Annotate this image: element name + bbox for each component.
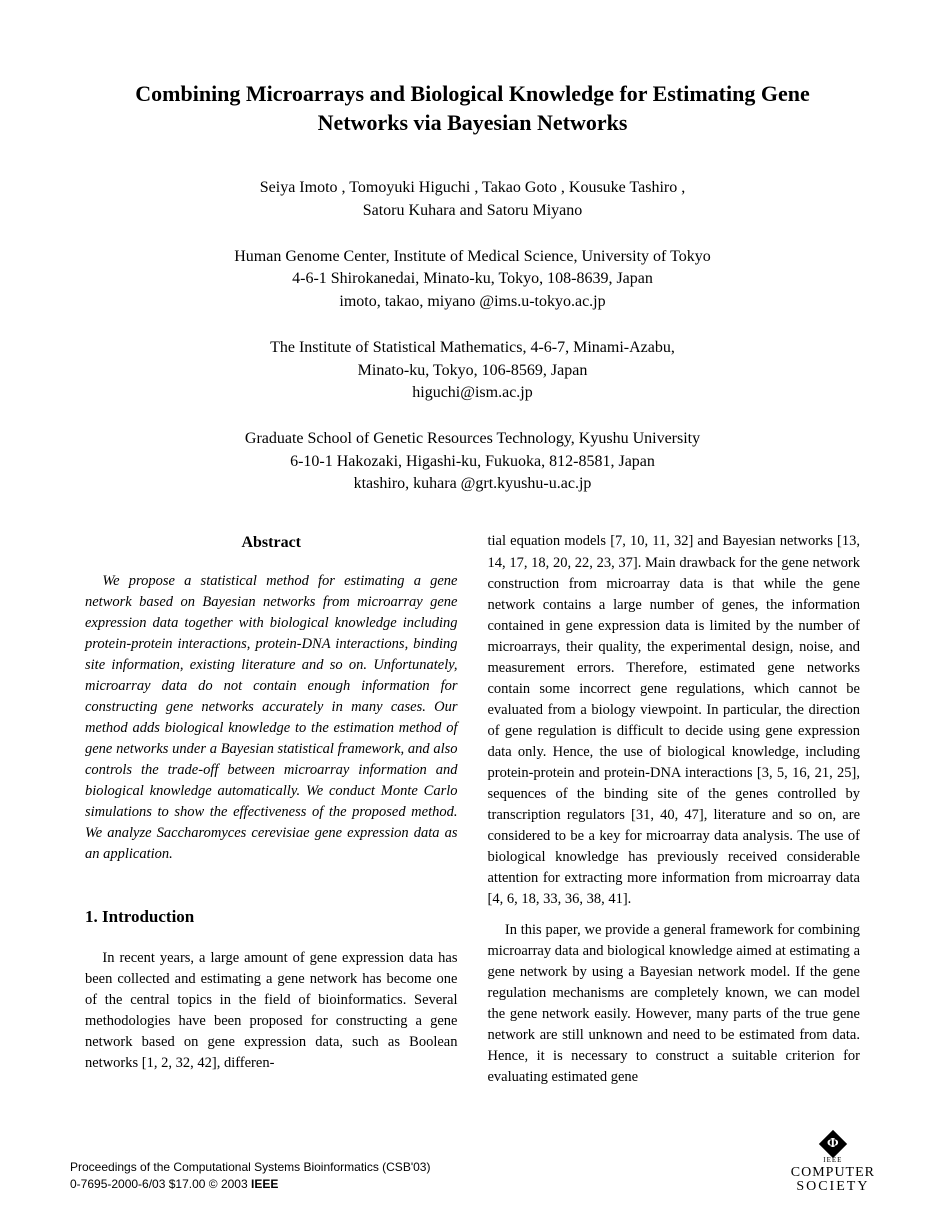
society-word: SOCIETY <box>791 1180 875 1193</box>
left-column: Abstract We propose a statistical method… <box>85 531 458 1087</box>
paper-title: Combining Microarrays and Biological Kno… <box>85 80 860 137</box>
ieee-cs-logo: Φ IEEE COMPUTER SOCIETY <box>791 1130 875 1193</box>
affiliation-3: Graduate School of Genetic Resources Tec… <box>85 428 860 495</box>
ieee-logo-top: Φ IEEE <box>819 1130 847 1164</box>
affiliation-2-institution: The Institute of Statistical Mathematics… <box>270 339 675 356</box>
affiliation-1-address: 4-6-1 Shirokanedai, Minato-ku, Tokyo, 10… <box>292 270 653 287</box>
affiliation-1-institution: Human Genome Center, Institute of Medica… <box>234 248 711 265</box>
affiliation-1: Human Genome Center, Institute of Medica… <box>85 246 860 313</box>
right-column: tial equation models [7, 10, 11, 32] and… <box>488 531 861 1087</box>
affiliation-3-email: ktashiro, kuhara @grt.kyushu-u.ac.jp <box>354 475 592 492</box>
right-paragraph-1: tial equation models [7, 10, 11, 32] and… <box>488 531 861 909</box>
footer-proceedings: Proceedings of the Computational Systems… <box>70 1159 430 1193</box>
author-list: Seiya Imoto , Tomoyuki Higuchi , Takao G… <box>85 177 860 222</box>
publisher-name: IEEE <box>251 1177 278 1191</box>
abstract-text: We propose a statistical method for esti… <box>85 571 458 865</box>
society-text: COMPUTER SOCIETY <box>791 1166 875 1193</box>
phi-symbol: Φ <box>827 1136 839 1152</box>
affiliation-3-institution: Graduate School of Genetic Resources Tec… <box>245 430 700 447</box>
page-footer: Proceedings of the Computational Systems… <box>70 1130 875 1193</box>
two-column-body: Abstract We propose a statistical method… <box>85 531 860 1087</box>
proceedings-title: Proceedings of the Computational Systems… <box>70 1160 430 1174</box>
affiliation-1-email: imoto, takao, miyano @ims.u-tokyo.ac.jp <box>339 293 605 310</box>
authors-line-2: Satoru Kuhara and Satoru Miyano <box>363 202 583 219</box>
ieee-diamond-icon: Φ <box>819 1130 847 1158</box>
isbn-copyright: 0-7695-2000-6/03 $17.00 © 2003 <box>70 1177 251 1191</box>
affiliation-3-address: 6-10-1 Hakozaki, Higashi-ku, Fukuoka, 81… <box>290 453 655 470</box>
affiliation-2: The Institute of Statistical Mathematics… <box>85 337 860 404</box>
right-paragraph-2: In this paper, we provide a general fram… <box>488 920 861 1088</box>
computer-text: COMPUTER <box>791 1166 875 1179</box>
introduction-paragraph-1: In recent years, a large amount of gene … <box>85 948 458 1074</box>
authors-line-1: Seiya Imoto , Tomoyuki Higuchi , Takao G… <box>260 179 686 196</box>
affiliation-2-email: higuchi@ism.ac.jp <box>412 384 533 401</box>
abstract-heading: Abstract <box>85 531 458 554</box>
affiliation-2-address: Minato-ku, Tokyo, 106-8569, Japan <box>358 362 588 379</box>
section-heading-introduction: 1. Introduction <box>85 905 458 930</box>
